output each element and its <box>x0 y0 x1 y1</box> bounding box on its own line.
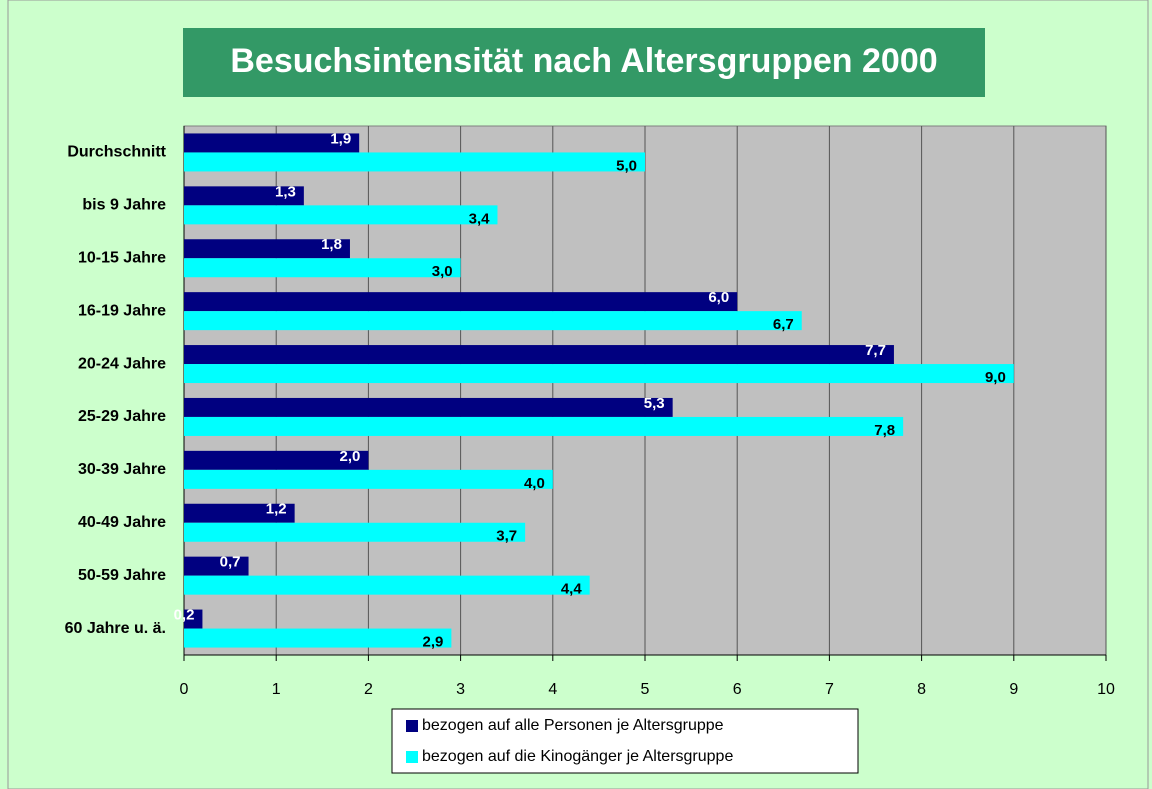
bar <box>184 609 203 629</box>
bar <box>184 450 369 470</box>
y-tick-label: 10-15 Jahre <box>78 249 166 266</box>
x-tick-label: 6 <box>733 681 742 698</box>
y-tick-label: 16-19 Jahre <box>78 302 166 319</box>
bar <box>184 575 590 595</box>
value-label: 2,9 <box>423 634 444 651</box>
x-tick-label: 7 <box>825 681 834 698</box>
value-label: 4,0 <box>524 475 545 492</box>
value-label: 1,2 <box>266 501 287 518</box>
bar <box>184 397 673 417</box>
bar <box>184 364 1014 384</box>
value-label: 6,7 <box>773 316 794 333</box>
bar <box>184 469 553 489</box>
title-box <box>183 28 985 97</box>
value-label: 1,3 <box>275 183 296 200</box>
bar <box>184 258 461 278</box>
value-label: 2,0 <box>340 448 361 465</box>
value-label: 5,0 <box>616 157 637 174</box>
bar <box>184 152 645 172</box>
y-tick-label: Durchschnitt <box>67 144 166 161</box>
value-label: 3,7 <box>496 528 517 545</box>
x-tick-label: 0 <box>180 681 189 698</box>
legend-label: bezogen auf die Kinogänger je Altersgrup… <box>422 748 733 765</box>
bar <box>184 311 802 331</box>
legend-label: bezogen auf alle Personen je Altersgrupp… <box>422 717 724 734</box>
value-label: 6,0 <box>708 289 729 306</box>
bar <box>184 556 249 576</box>
bar <box>184 628 452 648</box>
x-tick-label: 5 <box>641 681 650 698</box>
value-label: 4,4 <box>561 581 583 598</box>
bar <box>184 133 360 153</box>
legend <box>391 708 859 774</box>
x-tick-label: 3 <box>456 681 465 698</box>
value-label: 0,7 <box>220 554 241 571</box>
bar <box>184 239 350 259</box>
y-tick-label: 50-59 Jahre <box>78 567 166 584</box>
value-label: 7,7 <box>865 342 886 359</box>
y-tick-label: 40-49 Jahre <box>78 514 166 531</box>
bar <box>184 345 894 365</box>
x-tick-label: 10 <box>1097 681 1115 698</box>
y-tick-label: bis 9 Jahre <box>82 197 166 214</box>
y-tick-label: 30-39 Jahre <box>78 461 166 478</box>
bar <box>184 205 498 225</box>
chart-title: Besuchsintensität nach Altersgruppen 200… <box>230 42 937 80</box>
value-label: 1,8 <box>321 236 342 253</box>
bar <box>184 292 738 312</box>
value-label: 3,0 <box>432 263 453 280</box>
y-tick-label: 60 Jahre u. ä. <box>65 620 166 637</box>
value-label: 7,8 <box>874 422 895 439</box>
legend-swatch <box>406 720 418 732</box>
x-tick-label: 8 <box>917 681 926 698</box>
bar <box>184 522 526 542</box>
value-label: 3,4 <box>469 210 491 227</box>
bar <box>184 186 304 206</box>
value-label: 1,9 <box>330 130 351 147</box>
y-tick-label: 20-24 Jahre <box>78 355 166 372</box>
legend-swatch <box>406 751 418 763</box>
value-label: 5,3 <box>644 395 665 412</box>
x-tick-label: 1 <box>272 681 281 698</box>
value-label: 9,0 <box>985 369 1006 386</box>
y-tick-label: 25-29 Jahre <box>78 408 166 425</box>
bar <box>184 503 295 523</box>
value-label: 0,2 <box>174 607 195 624</box>
bar <box>184 416 904 436</box>
x-tick-label: 9 <box>1009 681 1018 698</box>
x-tick-label: 2 <box>364 681 373 698</box>
x-tick-label: 4 <box>548 681 557 698</box>
